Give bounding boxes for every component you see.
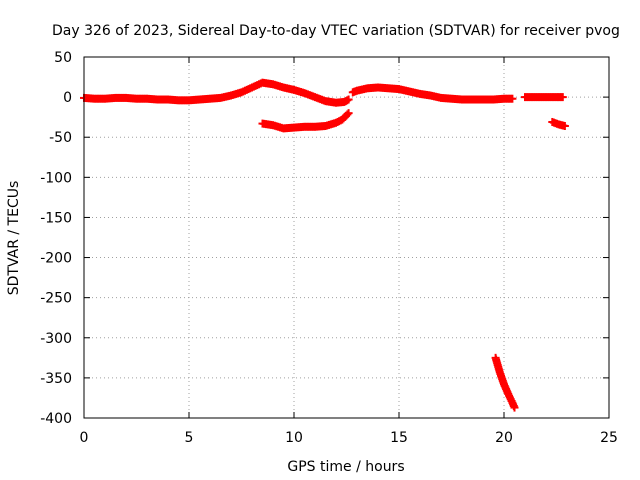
y-tick-label: -400 (40, 411, 72, 427)
y-tick-label: 0 (63, 90, 72, 106)
plot-frame (83, 56, 610, 419)
series-main-trace (80, 78, 353, 107)
y-axis-label: SDTVAR / TECUs (6, 181, 22, 296)
series-steep-drop (491, 353, 519, 412)
chart-title: Day 326 of 2023, Sidereal Day-to-day VTE… (52, 23, 620, 39)
series-lower-branch (258, 109, 353, 133)
y-tick-label: -300 (40, 331, 72, 347)
series-afternoon-trace (348, 83, 517, 104)
x-tick-label: 0 (80, 430, 89, 446)
grid-lines (84, 57, 609, 418)
tick-labels: 0 5 10 15 20 25 50 0 -50 -100 -150 -200 -250 -300 -350… (40, 50, 618, 446)
y-tick-label: 50 (54, 50, 72, 66)
data-series (80, 78, 569, 412)
y-tick-label: -50 (49, 130, 72, 146)
x-axis-label: GPS time / hours (287, 459, 404, 475)
y-tick-label: -150 (40, 210, 72, 226)
x-tick-label: 20 (495, 430, 513, 446)
x-tick-label: 5 (185, 430, 194, 446)
x-tick-label: 10 (285, 430, 303, 446)
y-tick-label: -350 (40, 371, 72, 387)
series-late-offset (548, 117, 569, 130)
x-tick-label: 25 (600, 430, 618, 446)
series-late-flat (521, 93, 567, 102)
x-tick-label: 15 (390, 430, 408, 446)
y-tick-label: -100 (40, 170, 72, 186)
y-tick-label: -200 (40, 251, 72, 267)
y-tick-label: -250 (40, 291, 72, 307)
